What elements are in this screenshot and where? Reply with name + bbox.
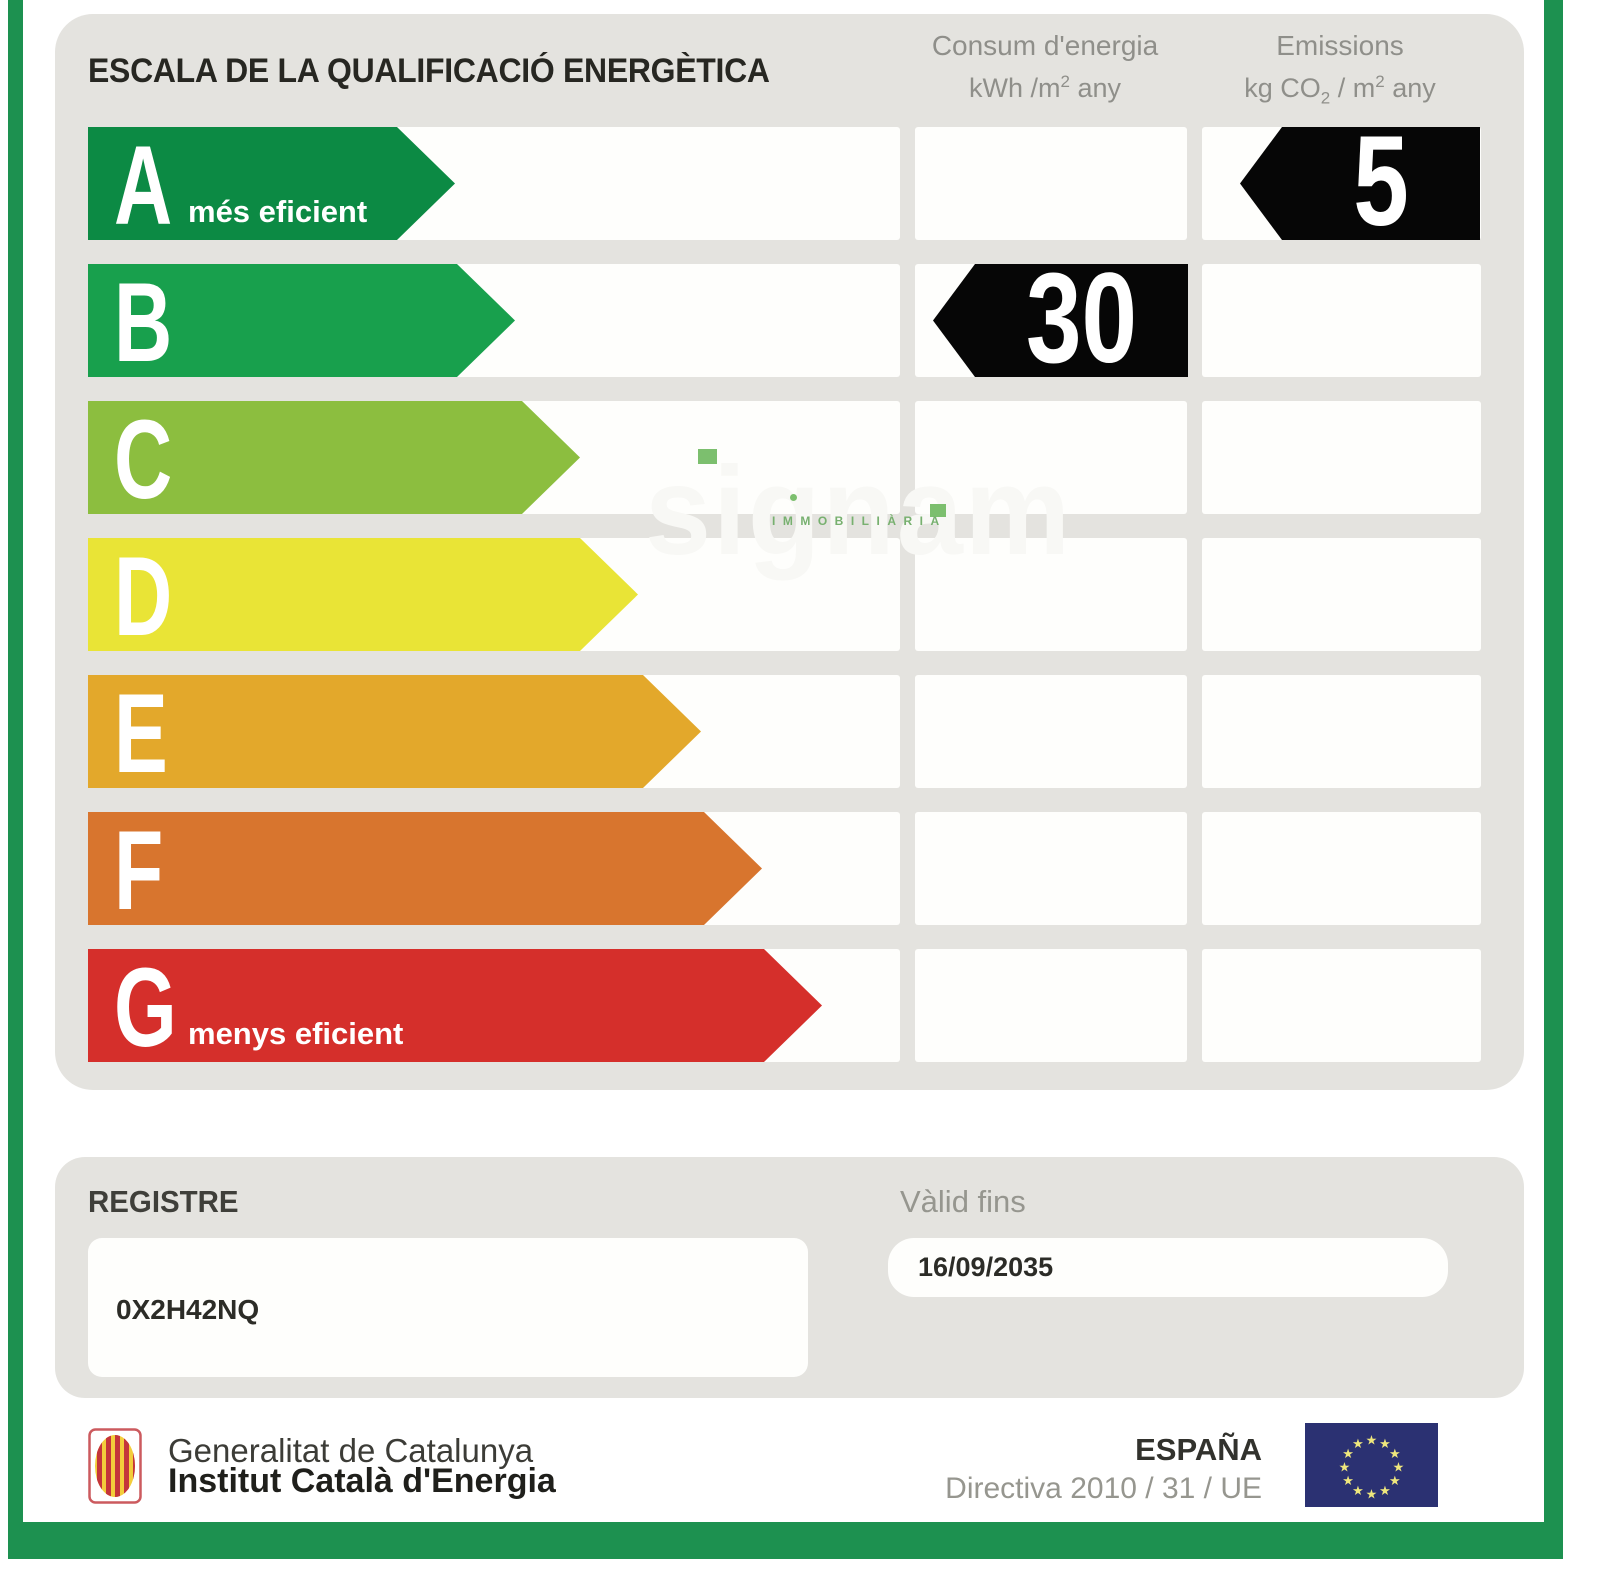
registre-value-box bbox=[88, 1238, 808, 1377]
svg-text:★: ★ bbox=[1342, 1446, 1354, 1461]
frame-bottom-border bbox=[8, 1522, 1563, 1559]
eu-directive-label: Directiva 2010 / 31 / UE bbox=[945, 1472, 1262, 1505]
generalitat-senyera-icon bbox=[88, 1428, 142, 1504]
consum-column-header: Consum d'energia kWh /m2 any bbox=[900, 30, 1190, 110]
frame-left-border bbox=[8, 0, 23, 1559]
svg-text:★: ★ bbox=[1389, 1446, 1401, 1461]
svg-text:★: ★ bbox=[1339, 1460, 1351, 1475]
rating-bar-e: E bbox=[88, 675, 701, 788]
svg-text:★: ★ bbox=[1366, 1487, 1378, 1502]
emissions-value: 5 bbox=[1353, 110, 1409, 253]
consum-unit-sup: 2 bbox=[1060, 72, 1070, 91]
scale-cell bbox=[915, 401, 1187, 514]
rating-bar-a: A més eficient bbox=[88, 127, 455, 240]
emissions-unit-mid: / m bbox=[1330, 73, 1376, 103]
scale-cell bbox=[915, 812, 1187, 925]
consum-value-arrow: 30 bbox=[933, 264, 1188, 377]
org-name-line2: Institut Català d'Energia bbox=[168, 1462, 556, 1500]
emissions-unit-sup: 2 bbox=[1375, 72, 1385, 91]
scale-cell bbox=[915, 538, 1187, 651]
rating-bar-f: F bbox=[88, 812, 762, 925]
svg-text:★: ★ bbox=[1379, 1483, 1391, 1498]
consum-unit-prefix: kWh /m bbox=[968, 73, 1061, 103]
rating-letter-c: C bbox=[114, 397, 173, 522]
consum-header-units: kWh /m2 any bbox=[900, 72, 1190, 104]
registre-label: REGISTRE bbox=[88, 1184, 239, 1219]
scale-cell bbox=[1202, 949, 1481, 1062]
scale-cell bbox=[1202, 401, 1481, 514]
svg-text:★: ★ bbox=[1366, 1433, 1378, 1448]
consum-header-line1: Consum d'energia bbox=[931, 30, 1159, 61]
rating-letter-f: F bbox=[114, 808, 164, 933]
svg-text:★: ★ bbox=[1342, 1473, 1354, 1488]
scale-cell bbox=[1202, 812, 1481, 925]
rating-bar-c: C bbox=[88, 401, 580, 514]
rating-bar-b: B bbox=[88, 264, 515, 377]
watermark-immobiliaria-text: IMMOBILIÀRIA bbox=[772, 514, 947, 528]
org-name-line1: Generalitat de Catalunya bbox=[168, 1432, 534, 1469]
rating-letter-e: E bbox=[114, 671, 168, 796]
valid-until-value: 16/09/2035 bbox=[918, 1252, 1054, 1282]
scale-cell bbox=[1202, 264, 1481, 377]
emissions-header-line1: Emissions bbox=[1276, 30, 1404, 61]
svg-text:★: ★ bbox=[1379, 1436, 1391, 1451]
emissions-unit-suffix: any bbox=[1384, 73, 1436, 103]
emissions-value-arrow: 5 bbox=[1240, 127, 1480, 240]
frame-right-border bbox=[1544, 0, 1563, 1559]
rating-letter-d: D bbox=[114, 534, 173, 659]
rating-letter-g: G bbox=[114, 945, 177, 1070]
rating-letter-b: B bbox=[114, 260, 173, 385]
watermark-ghost-text: signam bbox=[645, 442, 1073, 581]
svg-text:★: ★ bbox=[1389, 1473, 1401, 1488]
consum-value: 30 bbox=[1025, 247, 1138, 390]
svg-text:★: ★ bbox=[1352, 1483, 1364, 1498]
scale-cell bbox=[1202, 675, 1481, 788]
emissions-unit-sub: 2 bbox=[1320, 88, 1331, 108]
emissions-column-header: Emissions kg CO2 / m2 any bbox=[1195, 30, 1485, 110]
scale-cell bbox=[915, 949, 1187, 1062]
watermark-dot-icon bbox=[790, 494, 797, 501]
consum-unit-suffix: any bbox=[1069, 73, 1121, 103]
valid-until-value-box bbox=[888, 1238, 1448, 1297]
registre-value: 0X2H42NQ bbox=[116, 1294, 260, 1325]
eu-flag-icon: ★ ★★★★★★★★★★★ bbox=[1305, 1423, 1438, 1507]
rating-letter-a: A bbox=[114, 123, 173, 248]
emissions-unit-prefix: kg CO bbox=[1244, 73, 1321, 103]
watermark-square-icon bbox=[698, 449, 717, 464]
country-label: ESPAÑA bbox=[1135, 1432, 1262, 1467]
watermark-square-icon bbox=[930, 504, 946, 517]
emissions-header-units: kg CO2 / m2 any bbox=[1195, 72, 1485, 108]
least-efficient-label: menys eficient bbox=[188, 1016, 404, 1051]
svg-text:★: ★ bbox=[1393, 1460, 1405, 1475]
valid-until-label: Vàlid fins bbox=[900, 1184, 1026, 1219]
scale-cell bbox=[915, 675, 1187, 788]
scale-cell bbox=[915, 127, 1187, 240]
rating-bar-g: G menys eficient bbox=[88, 949, 822, 1062]
scale-title: ESCALA DE LA QUALIFICACIÓ ENERGÈTICA bbox=[88, 52, 770, 90]
rating-bar-d: D bbox=[88, 538, 638, 651]
svg-text:★: ★ bbox=[1352, 1436, 1364, 1451]
most-efficient-label: més eficient bbox=[188, 194, 368, 229]
scale-cell bbox=[1202, 538, 1481, 651]
